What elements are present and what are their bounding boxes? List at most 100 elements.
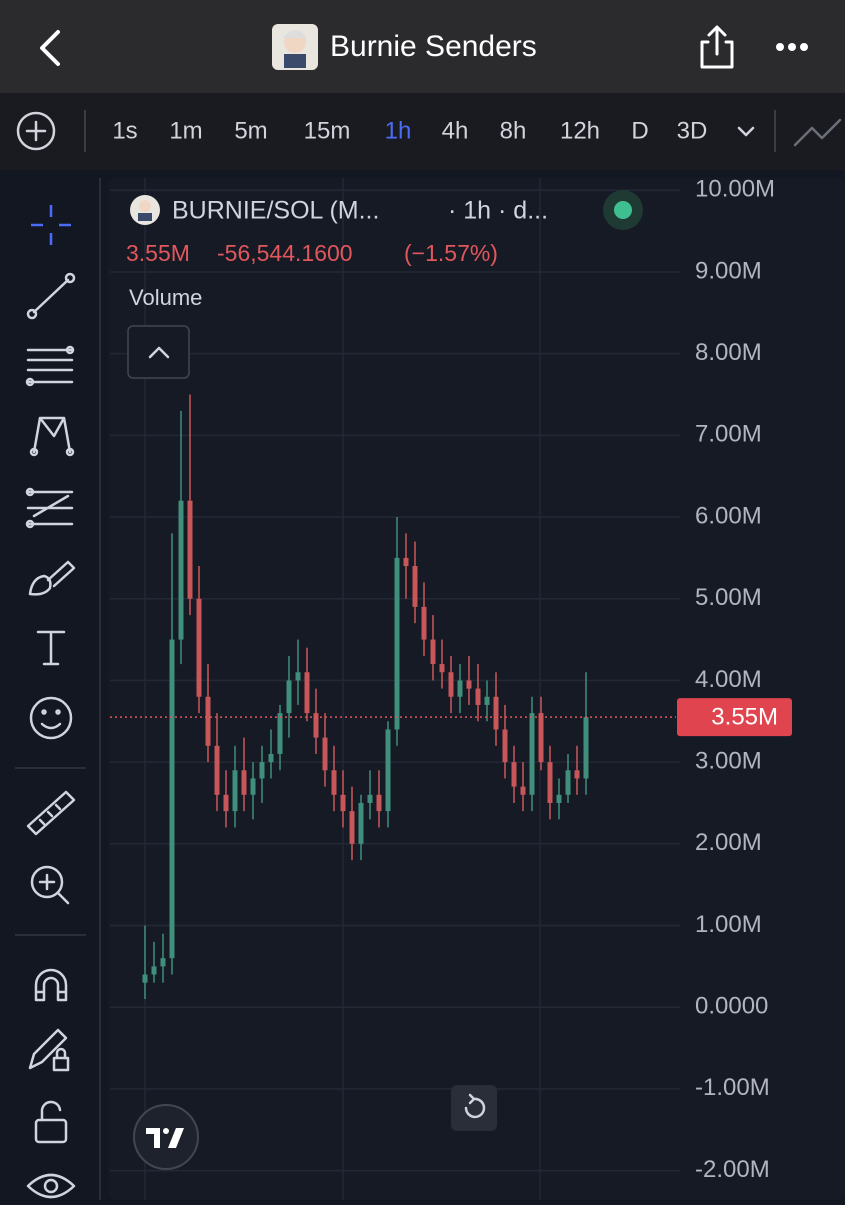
candle-body [484,696,490,705]
candle-body [241,770,247,795]
candle-body [385,729,391,812]
timeframe-option[interactable]: 12h [560,117,600,144]
price-change: -56,544.1600 [217,240,353,266]
candle-body [358,802,364,844]
more-button[interactable] [776,43,808,51]
symbol-title[interactable]: BURNIE/SOL (M... [172,197,379,225]
candle-body [205,696,211,746]
candle-body [277,713,283,754]
y-tick-label: 10.00M [695,176,775,203]
y-tick-label: -1.00M [695,1074,770,1101]
y-tick-label: 3.00M [695,747,762,774]
y-tick-label: 4.00M [695,666,762,693]
token-avatar [272,24,318,70]
candle-body [151,966,157,975]
timeframe-option[interactable]: 1h [385,117,412,144]
back-button[interactable] [40,30,60,66]
candle-body [394,557,400,730]
trendline-tool[interactable] [26,272,76,320]
candle-body [439,664,445,673]
candle-body [187,500,193,599]
last-price-tag [677,698,792,737]
candle-body [259,762,265,779]
candle-body [493,696,499,730]
candle-body [529,713,535,795]
candle-body [466,680,472,689]
candle-body [376,794,382,812]
y-tick-label: -2.00M [695,1156,770,1183]
share-button[interactable] [700,25,734,69]
y-tick-label: 1.00M [695,911,762,938]
candle-body [295,672,301,681]
y-tick-label: 6.00M [695,502,762,529]
candle-body [430,639,436,665]
pattern-tool[interactable] [29,416,75,457]
candle-body [214,745,220,795]
top-bar [0,0,845,93]
magnet-tool[interactable] [34,968,68,1002]
timeframe-more[interactable] [737,126,755,137]
collapse-legend-button[interactable] [127,325,190,379]
brush-tool[interactable] [28,560,76,596]
candle-body [313,713,319,738]
lock-drawings-tool[interactable] [28,1028,70,1072]
candle-body [268,753,274,763]
candle-body [574,770,580,779]
chart-type-button[interactable] [793,118,842,147]
visibility-tool[interactable] [26,1173,76,1199]
candle-body [520,786,526,795]
y-tick-label: 0.0000 [695,993,768,1020]
timeframe-option[interactable]: 15m [304,117,351,144]
timeframe-option[interactable]: D [631,117,648,144]
add-indicator-button[interactable] [16,111,56,151]
candle-body [457,680,463,697]
candle-body [232,770,238,812]
candle-body [475,688,481,705]
timeframe-option[interactable]: 5m [234,117,267,144]
candle-body [583,717,589,779]
candle-body [340,794,346,812]
last-price: 3.55M [126,240,190,266]
candle-body [322,737,328,771]
reset-chart-button[interactable] [451,1085,497,1131]
tradingview-logo[interactable] [133,1104,199,1170]
candle-body [502,729,508,763]
candle-body [556,794,562,803]
measure-tool[interactable] [26,790,76,836]
timeframe-option[interactable]: 1m [169,117,202,144]
timeframe-option[interactable]: 8h [500,117,527,144]
crosshair-tool[interactable] [31,205,71,245]
candle-body [142,974,148,983]
market-status [614,201,632,219]
y-tick-label: 2.00M [695,829,762,856]
timeframe-list: 1s 1m 5m 15m 1h 4h 8h 12h D 3D [112,117,707,144]
candle-body [250,778,256,795]
candle-body [421,606,427,640]
last-price-tag-label: 3.55M [711,704,778,731]
candle-body [565,770,571,795]
candle-body [511,762,517,787]
candle-body [547,762,553,803]
candle-body [169,639,175,959]
symbol-avatar [130,195,160,225]
candle-body [412,566,418,607]
timeframe-option[interactable]: 1s [112,117,137,144]
candle-body [160,958,166,967]
y-tick-label: 5.00M [695,584,762,611]
timeframe-option[interactable]: 3D [677,117,708,144]
prediction-tool[interactable] [25,487,74,529]
timeframe-option[interactable]: 4h [442,117,469,144]
candle-body [196,598,202,697]
candle-body [286,680,292,714]
zoom-tool[interactable] [30,865,70,905]
y-tick-label: 8.00M [695,339,762,366]
text-tool[interactable] [36,630,66,666]
candle-body [538,713,544,763]
price-change-pct: (−1.57%) [404,240,498,266]
candle-body [178,500,184,640]
timeframe-bar [0,93,845,170]
unlock-tool[interactable] [34,1100,68,1144]
emoji-tool[interactable] [29,696,73,740]
fib-tool[interactable] [25,345,75,387]
